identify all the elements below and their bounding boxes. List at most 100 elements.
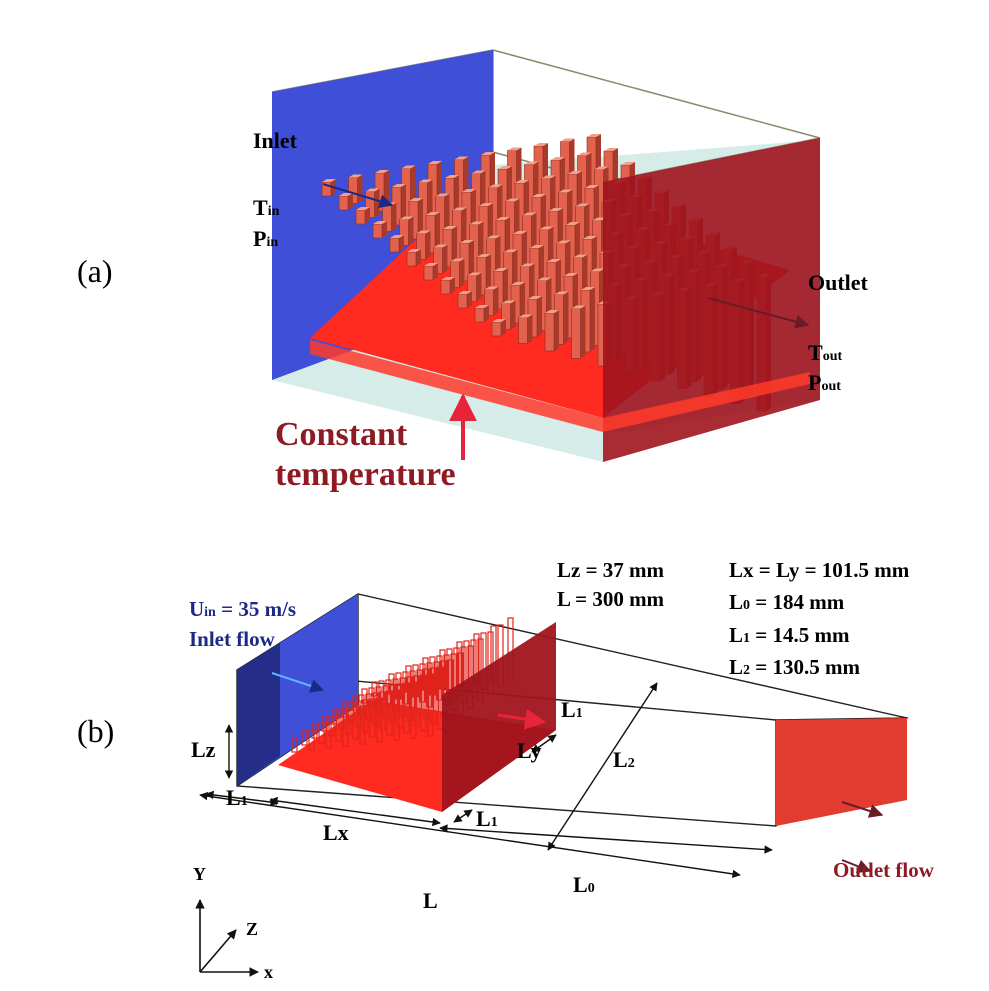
fin-side (484, 305, 489, 322)
outlet-face (603, 138, 820, 462)
fin-outline (412, 664, 419, 698)
fin-side (554, 310, 559, 351)
fin-outline (429, 656, 436, 696)
constant-label: Constant (275, 416, 408, 453)
fin-side (408, 216, 414, 246)
axis-z-label: Z (246, 919, 258, 939)
fin-outline (361, 688, 368, 704)
fin-top (496, 217, 510, 220)
outlet-flow-arrow (841, 859, 872, 873)
fin-top (460, 240, 474, 243)
fin-side (580, 305, 586, 359)
fin-top (554, 291, 569, 295)
fin-side (374, 188, 380, 218)
fin-top (390, 235, 404, 238)
l2-value: L2 = 130.5 mm (729, 655, 860, 679)
fin-side (563, 291, 569, 345)
fin-block-outlet-face (442, 622, 556, 812)
fin-top (515, 180, 529, 183)
fin-top (534, 143, 548, 146)
fin-top (486, 235, 501, 239)
l0-value: L0 = 184 mm (729, 590, 845, 614)
fin-top (409, 198, 423, 201)
fin-outline (311, 723, 318, 739)
fin-front (474, 307, 485, 323)
fin-top (558, 189, 573, 193)
fin-side (357, 174, 363, 204)
fin-top (604, 148, 618, 151)
t-in-label: Tin (253, 195, 280, 220)
fin-top (356, 207, 370, 210)
fin-top (469, 221, 484, 225)
t-out-label: Tout (808, 340, 842, 365)
fin-top (530, 245, 544, 248)
fin-top (348, 174, 363, 178)
dim-l2-label: L2 (613, 747, 635, 772)
outlet-flow-line (841, 801, 884, 818)
dim-l0-label: L0 (573, 872, 595, 897)
fin-top (375, 170, 389, 173)
u-in-label: Uin = 35 m/s (189, 597, 296, 621)
fin-side (450, 277, 455, 294)
fin-outline (405, 665, 412, 693)
coordinate-axes (195, 899, 259, 977)
fin-side (503, 268, 508, 309)
fin-side (501, 319, 506, 336)
fin-top (426, 212, 440, 215)
fin-top (583, 236, 597, 239)
fin-top (532, 194, 546, 197)
fin-top (556, 240, 571, 244)
fin-outline (291, 737, 298, 753)
fin-top (560, 138, 575, 142)
fin-front (457, 293, 468, 309)
fin-top (585, 185, 599, 188)
inlet-label: Inlet (253, 128, 298, 153)
fin-side (467, 291, 472, 308)
fin-top (511, 282, 525, 285)
fin-top (545, 310, 559, 313)
fin-top (594, 166, 609, 170)
fin-side (459, 258, 465, 288)
fin-top (339, 193, 353, 196)
fin-side (399, 235, 404, 252)
fin-outline (378, 680, 385, 702)
fin-outline (301, 730, 308, 746)
outlet-face-b (776, 718, 907, 826)
fin-top (566, 222, 580, 225)
fin-top (452, 207, 467, 211)
fin-top (522, 212, 537, 216)
fin-top (365, 188, 380, 192)
fin-side (520, 282, 525, 323)
fin-front (440, 279, 451, 295)
fin-top (475, 305, 489, 308)
fin-top (568, 171, 582, 174)
fin-top (441, 277, 455, 280)
temperature-label: temperature (275, 456, 456, 493)
fin-top (445, 175, 459, 178)
fin-top (424, 263, 438, 266)
fin-outlet-arrow (497, 708, 547, 730)
inlet-arrow (322, 183, 394, 209)
fin-top (587, 134, 601, 137)
dimension-lines (199, 682, 773, 879)
panel-b: (b) (77, 558, 935, 982)
fin-top (621, 162, 635, 165)
fin-side (537, 296, 542, 337)
fin-top (479, 203, 493, 206)
panel-a: (a) Inlet Tin Pin Outlet Tout Pout Const… (77, 49, 869, 493)
fin-front (406, 251, 417, 267)
fin-top (471, 170, 486, 174)
fin-front (491, 321, 502, 337)
inlet-face-b-dark (237, 643, 280, 786)
fin-front (423, 265, 434, 281)
fin-top (401, 165, 416, 169)
fin-top (524, 161, 539, 165)
dim-lz-label: Lz (191, 737, 216, 762)
fin-top (484, 286, 499, 290)
fin-side (493, 286, 499, 316)
fin-side (442, 244, 448, 274)
fin-top (477, 254, 491, 257)
fin-outline (371, 681, 378, 697)
fin-front (389, 237, 400, 253)
